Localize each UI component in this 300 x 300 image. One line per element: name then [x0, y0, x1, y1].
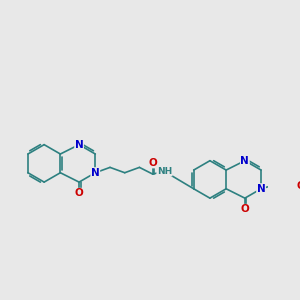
Text: O: O	[148, 158, 157, 168]
Text: O: O	[75, 188, 83, 198]
Text: O: O	[241, 204, 249, 214]
Text: N: N	[91, 168, 100, 178]
Text: O: O	[297, 181, 300, 191]
Text: NH: NH	[157, 167, 172, 176]
Text: N: N	[257, 184, 266, 194]
Text: N: N	[241, 156, 249, 166]
Text: N: N	[75, 140, 83, 150]
